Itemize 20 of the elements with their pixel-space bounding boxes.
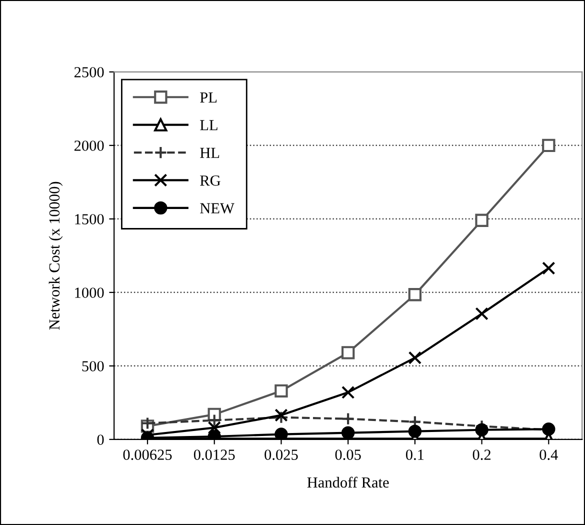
x-tick-label: 0.4	[540, 450, 558, 460]
y-tick-label: 2500	[74, 67, 104, 78]
x-tick-label: 0.00625	[123, 450, 172, 460]
y-tick-label: 1000	[75, 288, 104, 298]
legend-label: RG	[200, 175, 220, 186]
legend-label: PL	[200, 92, 217, 102]
y-tick-label: 500	[82, 361, 104, 372]
legend-label: HL	[200, 148, 220, 158]
x-tick-label: 0.2	[472, 450, 490, 460]
x-tick-label: 0.05	[335, 450, 361, 460]
x-tick-label: 0.0125	[194, 450, 235, 460]
x-tick-label: 0.1	[406, 450, 424, 460]
legend-label: NEW	[200, 203, 234, 214]
x-tick-label: 0.025	[264, 450, 298, 460]
x-axis-title: Handoff Rate	[307, 476, 389, 488]
y-axis-title: Network Cost (x 10000)	[48, 182, 63, 330]
y-tick-label: 1500	[75, 214, 104, 224]
y-tick-label: 2000	[74, 140, 104, 151]
legend-label: LL	[200, 120, 218, 130]
y-tick-label: 0	[97, 434, 104, 445]
